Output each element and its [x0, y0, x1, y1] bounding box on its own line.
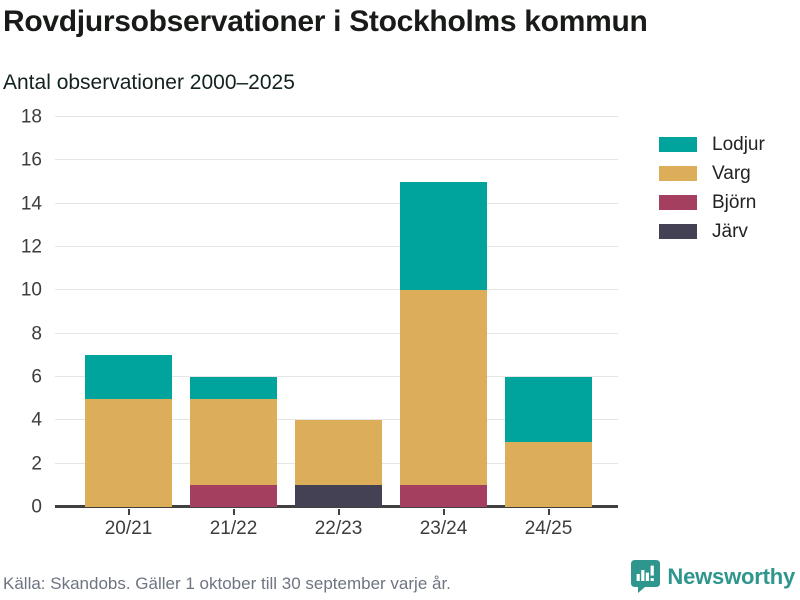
bar-segment-järv	[295, 485, 382, 507]
chart-title: Rovdjursobservationer i Stockholms kommu…	[3, 5, 648, 38]
x-tick-1	[232, 509, 235, 515]
y-tick-label-2: 2	[31, 453, 42, 475]
legend-swatch-varg	[659, 166, 697, 181]
bar-segment-lodjur	[400, 182, 487, 291]
bar-segment-varg	[190, 398, 277, 486]
gridline-y4	[55, 419, 618, 421]
y-tick-label-18: 18	[20, 106, 42, 128]
gridline-y14	[55, 202, 618, 204]
legend-label-björn: Björn	[712, 191, 757, 213]
y-tick-label-16: 16	[20, 149, 42, 171]
chart-subtitle: Antal observationer 2000–2025	[3, 71, 295, 94]
gridline-y6	[55, 376, 618, 377]
legend-swatch-lodjur	[659, 137, 697, 152]
newsworthy-wordmark: Newsworthy	[667, 563, 795, 589]
legend-swatch-björn	[659, 195, 697, 210]
legend-item-järv: Järv	[659, 217, 765, 246]
y-tick-label-14: 14	[20, 193, 42, 215]
y-tick-label-12: 12	[20, 236, 42, 258]
bar-segment-varg	[85, 398, 172, 507]
x-tick-label-4: 24/25	[524, 518, 573, 539]
bar-segment-björn	[400, 485, 487, 507]
bar-segment-lodjur	[190, 377, 277, 399]
x-tick-3	[442, 509, 445, 515]
y-tick-label-8: 8	[31, 323, 42, 345]
x-tick-2	[337, 509, 340, 515]
legend-item-björn: Björn	[659, 188, 765, 217]
x-tick-4	[547, 509, 550, 515]
newsworthy-chart-bubble-icon	[631, 560, 661, 593]
bar-stack-3	[400, 182, 487, 507]
bar-segment-varg	[505, 442, 592, 507]
plot-area: 20/21 21/22 22/23 23/24 24/25	[55, 116, 618, 539]
y-tick-label-6: 6	[31, 366, 42, 388]
bar-stack-4	[505, 377, 592, 507]
legend: Lodjur Varg Björn Järv	[659, 130, 765, 246]
bar-segment-lodjur	[85, 355, 172, 399]
bar-segment-varg	[295, 420, 382, 486]
legend-swatch-järv	[659, 224, 697, 239]
bar-stack-0	[85, 355, 172, 507]
x-tick-label-3: 23/24	[419, 518, 468, 539]
y-axis-labels: 0 2 4 6 8 10 12 14 16 18	[0, 108, 42, 517]
x-tick-label-2: 22/23	[314, 518, 363, 539]
bar-segment-varg	[400, 290, 487, 486]
gridline-y18	[55, 116, 618, 117]
legend-label-järv: Järv	[712, 220, 748, 242]
gridline-y12	[55, 246, 618, 247]
source-note: Källa: Skandobs. Gäller 1 oktober till 3…	[3, 574, 451, 593]
gridline-y10	[55, 289, 618, 291]
bar-stack-2	[295, 420, 382, 507]
y-tick-label-0: 0	[31, 496, 42, 518]
y-tick-label-10: 10	[20, 279, 42, 301]
x-tick-label-0: 20/21	[104, 518, 153, 539]
legend-label-varg: Varg	[712, 162, 751, 184]
bar-stack-1	[190, 377, 277, 507]
x-tick-label-1: 21/22	[209, 518, 258, 539]
legend-item-lodjur: Lodjur	[659, 130, 765, 159]
legend-item-varg: Varg	[659, 159, 765, 188]
bar-segment-björn	[190, 485, 277, 507]
bar-segment-lodjur	[505, 377, 592, 442]
legend-label-lodjur: Lodjur	[712, 133, 765, 155]
gridline-y16	[55, 159, 618, 161]
newsworthy-logo: Newsworthy	[631, 560, 795, 593]
x-tick-0	[127, 509, 130, 515]
y-tick-label-4: 4	[31, 409, 42, 431]
gridline-y8	[55, 332, 618, 334]
